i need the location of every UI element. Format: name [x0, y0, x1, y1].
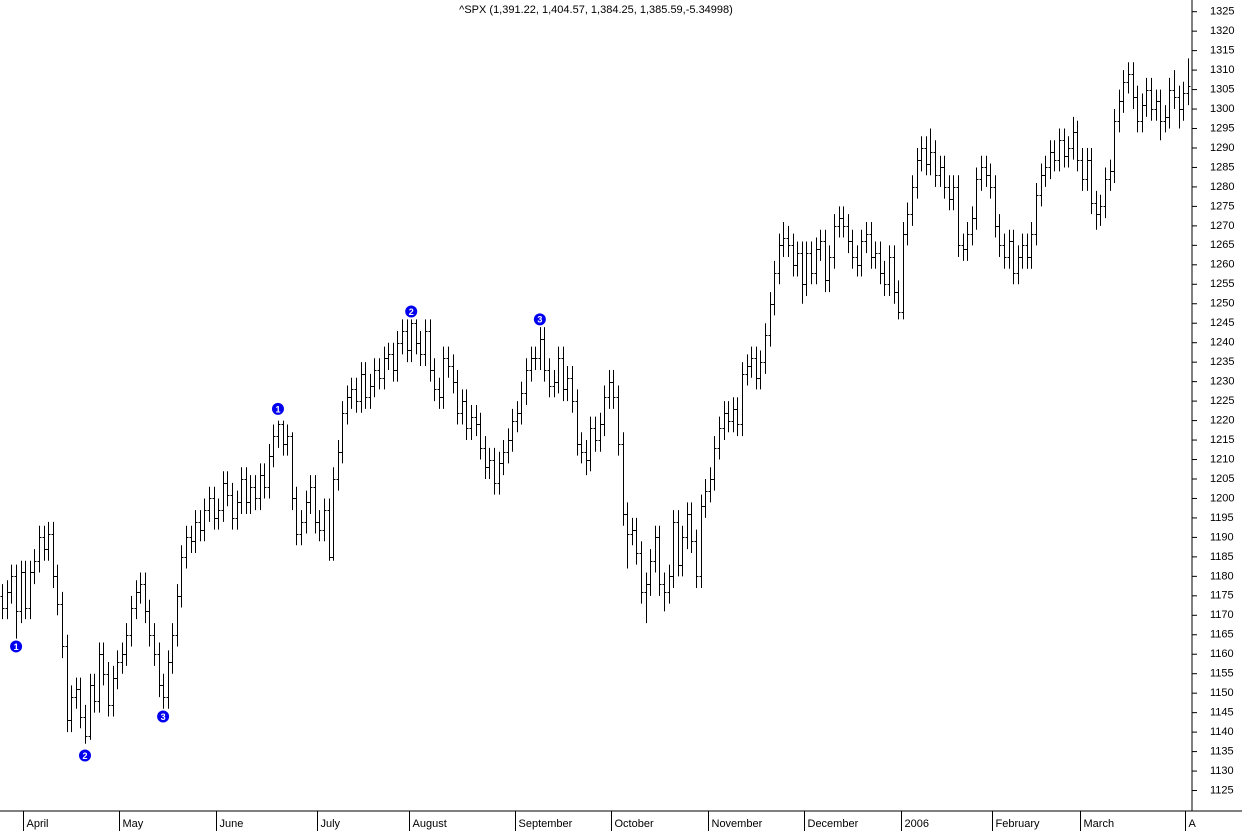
y-tick-label: 1165	[1210, 629, 1234, 641]
x-tick-label: July	[321, 818, 341, 830]
y-tick-label: 1125	[1210, 784, 1234, 796]
y-tick-label: 1255	[1210, 278, 1234, 290]
y-tick-label: 1240	[1210, 337, 1234, 349]
y-tick-label: 1265	[1210, 239, 1234, 251]
y-tick-label: 1280	[1210, 181, 1234, 193]
y-tick-label: 1230	[1210, 376, 1234, 388]
y-tick-label: 1130	[1210, 765, 1234, 777]
y-tick-label: 1290	[1210, 142, 1234, 154]
x-tick-label: March	[1084, 818, 1115, 830]
y-tick-label: 1205	[1210, 473, 1234, 485]
x-tick-label: December	[808, 818, 859, 830]
wave-label: 2	[409, 307, 414, 317]
y-tick-label: 1320	[1210, 25, 1234, 37]
wave-label: 1	[275, 404, 280, 414]
y-tick-label: 1325	[1210, 6, 1234, 18]
y-tick-label: 1155	[1210, 668, 1234, 680]
y-tick-label: 1275	[1210, 200, 1234, 212]
y-tick-label: 1215	[1210, 434, 1234, 446]
y-tick-label: 1170	[1210, 609, 1234, 621]
y-tick-label: 1175	[1210, 590, 1234, 602]
x-tick-label: A	[1189, 818, 1197, 830]
x-tick-label: May	[123, 818, 144, 830]
y-tick-label: 1305	[1210, 83, 1234, 95]
x-tick-label: September	[519, 818, 573, 830]
y-tick-label: 1135	[1210, 745, 1234, 757]
wave-marker	[10, 640, 23, 653]
wave-label: 1	[14, 642, 19, 652]
x-tick-label: November	[712, 818, 763, 830]
y-tick-label: 1260	[1210, 259, 1234, 271]
wave-marker	[271, 402, 284, 415]
wave-marker	[533, 313, 546, 326]
x-tick-label: October	[615, 818, 654, 830]
x-tick-label: February	[996, 818, 1041, 830]
wave-marker	[405, 305, 418, 318]
y-tick-label: 1180	[1210, 570, 1234, 582]
y-tick-label: 1310	[1210, 64, 1234, 76]
y-tick-label: 1250	[1210, 298, 1234, 310]
y-tick-label: 1140	[1210, 726, 1234, 738]
y-tick-label: 1190	[1210, 531, 1234, 543]
y-tick-label: 1185	[1210, 551, 1234, 563]
y-tick-label: 1315	[1210, 45, 1234, 57]
wave-marker	[79, 749, 91, 762]
y-tick-label: 1245	[1210, 317, 1234, 329]
y-tick-label: 1285	[1210, 161, 1234, 173]
wave-label: 3	[537, 315, 542, 325]
y-tick-label: 1145	[1210, 707, 1234, 719]
wave-marker	[157, 710, 170, 723]
x-tick-label: August	[413, 818, 447, 830]
x-tick-label: April	[27, 818, 49, 830]
y-tick-label: 1300	[1210, 103, 1234, 115]
y-tick-label: 1235	[1210, 356, 1234, 368]
wave-label: 2	[82, 751, 87, 761]
y-tick-label: 1270	[1210, 220, 1234, 232]
y-tick-label: 1160	[1210, 648, 1234, 660]
y-tick-label: 1220	[1210, 414, 1234, 426]
y-tick-label: 1295	[1210, 122, 1234, 134]
y-tick-label: 1200	[1210, 492, 1234, 504]
y-tick-label: 1225	[1210, 395, 1234, 407]
x-tick-label: June	[220, 818, 244, 830]
y-tick-label: 1150	[1210, 687, 1234, 699]
chart-title: ^SPX (1,391.22, 1,404.57, 1,384.25, 1,38…	[459, 4, 733, 16]
wave-label: 3	[161, 712, 166, 722]
x-tick-label: 2006	[905, 818, 929, 830]
y-tick-label: 1195	[1210, 512, 1234, 524]
y-tick-label: 1210	[1210, 453, 1234, 465]
